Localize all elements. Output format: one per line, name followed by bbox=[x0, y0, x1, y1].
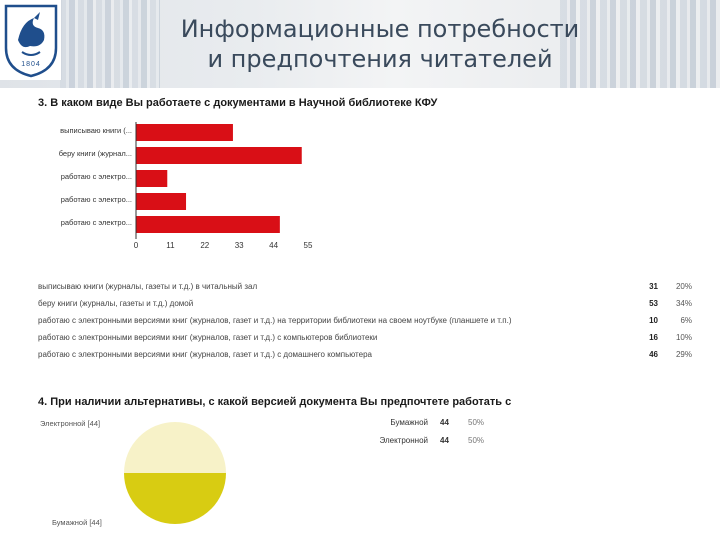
table-row: работаю с электронными версиями книг (жу… bbox=[38, 314, 698, 328]
row-text: работаю с электронными версиями книг (жу… bbox=[38, 316, 512, 325]
row-count: 10 bbox=[649, 316, 658, 325]
bar bbox=[136, 147, 302, 164]
legend-row: Электронной 44 50% bbox=[364, 434, 524, 448]
table-row: выписываю книги (журналы, газеты и т.д.)… bbox=[38, 280, 698, 294]
legend-name: Бумажной bbox=[390, 418, 428, 427]
row-percent: 29% bbox=[675, 350, 692, 359]
legend-row: Бумажной 44 50% bbox=[364, 416, 524, 430]
row-percent: 6% bbox=[680, 316, 692, 325]
pie-slice bbox=[124, 473, 226, 524]
row-text: выписываю книги (журналы, газеты и т.д.)… bbox=[38, 282, 258, 291]
table-row: беру книги (журналы, газеты и т.д.) домо… bbox=[38, 297, 698, 311]
slide-title: Информационные потребности и предпочтени… bbox=[120, 14, 640, 74]
pie-chart bbox=[124, 422, 226, 524]
bar bbox=[136, 124, 233, 141]
slide-title-line2: и предпочтения читателей bbox=[207, 45, 553, 73]
row-count: 16 bbox=[649, 333, 658, 342]
pie-bottom-label: Бумажной [44] bbox=[52, 518, 102, 527]
pie-top-label: Электронной [44] bbox=[40, 419, 101, 428]
legend-percent: 50% bbox=[468, 436, 485, 445]
question4-title: 4. При наличии альтернативы, с какой вер… bbox=[38, 396, 512, 408]
legend-percent: 50% bbox=[468, 418, 485, 427]
bar bbox=[136, 193, 187, 210]
row-percent: 20% bbox=[675, 282, 692, 291]
table-row: работаю с электронными версиями книг (жу… bbox=[38, 348, 698, 362]
x-tick-label: 22 bbox=[200, 241, 210, 250]
row-count: 31 bbox=[649, 282, 658, 291]
bookshelf-backdrop bbox=[60, 0, 160, 88]
bar-category-label: беру книги (журнал... bbox=[58, 149, 132, 158]
logo-year: 1804 bbox=[21, 61, 41, 68]
bar bbox=[136, 170, 168, 187]
row-text: беру книги (журналы, газеты и т.д.) домо… bbox=[38, 299, 194, 308]
bookshelf-backdrop bbox=[560, 0, 720, 88]
question3-title: 3. В каком виде Вы работаете с документа… bbox=[38, 97, 438, 109]
x-tick-label: 11 bbox=[166, 241, 175, 250]
x-tick-label: 0 bbox=[133, 241, 139, 250]
table-row: работаю с электронными версиями книг (жу… bbox=[38, 331, 698, 345]
bar-category-label: работаю с электро... bbox=[60, 172, 132, 181]
legend-name: Электронной bbox=[379, 436, 428, 445]
x-tick-label: 44 bbox=[269, 241, 279, 250]
x-tick-label: 33 bbox=[234, 241, 244, 250]
slide-title-line1: Информационные потребности bbox=[180, 15, 580, 43]
row-text: работаю с электронными версиями книг (жу… bbox=[38, 333, 378, 342]
row-count: 53 bbox=[649, 299, 658, 308]
bar bbox=[136, 216, 280, 233]
university-logo: 1804 bbox=[0, 0, 62, 80]
x-tick-label: 55 bbox=[303, 241, 313, 250]
bar-category-label: работаю с электро... bbox=[60, 218, 132, 227]
row-percent: 34% bbox=[675, 299, 692, 308]
bar-category-label: выписываю книги (... bbox=[60, 126, 132, 135]
row-text: работаю с электронными версиями книг (жу… bbox=[38, 350, 372, 359]
row-count: 46 bbox=[649, 350, 658, 359]
bar-category-label: работаю с электро... bbox=[60, 195, 132, 204]
slide-header: 1804 Информационные потребности и предпо… bbox=[0, 0, 720, 88]
row-percent: 10% bbox=[675, 333, 692, 342]
legend-count: 44 bbox=[440, 436, 449, 445]
legend-count: 44 bbox=[440, 418, 449, 427]
pie-slice bbox=[124, 422, 226, 473]
